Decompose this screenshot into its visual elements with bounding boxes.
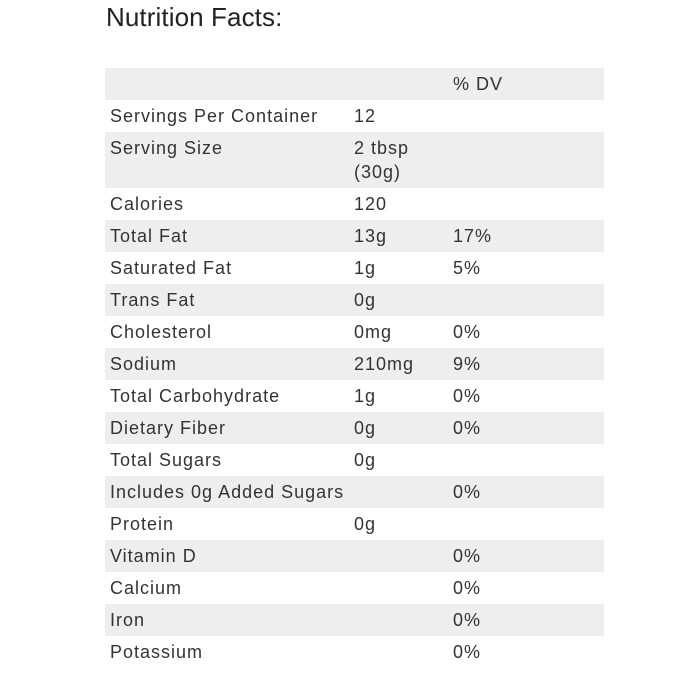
table-row: Servings Per Container 12: [105, 100, 604, 132]
amount-cell: 13g: [349, 220, 448, 252]
amount-cell: 0mg: [349, 316, 448, 348]
amount-cell: [349, 572, 448, 604]
daily-value-cell: 0%: [448, 636, 604, 668]
daily-value-cell: [448, 284, 604, 316]
table-row: Potassium 0%: [105, 636, 604, 668]
amount-cell: 12: [349, 100, 448, 132]
daily-value-cell: 0%: [448, 316, 604, 348]
daily-value-cell: 0%: [448, 380, 604, 412]
amount-cell: [349, 540, 448, 572]
nutrient-cell: Calories: [105, 188, 349, 220]
table-row: Calories 120: [105, 188, 604, 220]
nutrient-cell: Serving Size: [105, 132, 349, 188]
daily-value-cell: 9%: [448, 348, 604, 380]
table-row: Includes 0g Added Sugars 0%: [105, 476, 604, 508]
daily-value-cell: 0%: [448, 540, 604, 572]
table-body: Servings Per Container 12 Serving Size 2 tb…: [105, 100, 604, 668]
nutrient-cell: Sodium: [105, 348, 349, 380]
nutrient-cell: Cholesterol: [105, 316, 349, 348]
table-row: Iron 0%: [105, 604, 604, 636]
nutrient-cell: Potassium: [105, 636, 349, 668]
nutrition-table: % DV Servings Per Container 12 Serving Siz…: [105, 68, 604, 668]
daily-value-cell: [448, 444, 604, 476]
table-row: Total Sugars 0g: [105, 444, 604, 476]
header-daily-value: % DV: [448, 68, 604, 100]
amount-cell: 2 tbsp (30g): [349, 132, 448, 188]
daily-value-cell: [448, 100, 604, 132]
table-row: Vitamin D 0%: [105, 540, 604, 572]
nutrient-cell: Saturated Fat: [105, 252, 349, 284]
amount-cell: [349, 476, 448, 508]
daily-value-cell: 0%: [448, 572, 604, 604]
table-row: Protein 0g: [105, 508, 604, 540]
table-row: Dietary Fiber 0g 0%: [105, 412, 604, 444]
table-row: Serving Size 2 tbsp (30g): [105, 132, 604, 188]
table-row: Sodium 210mg 9%: [105, 348, 604, 380]
nutrient-cell: Calcium: [105, 572, 349, 604]
amount-cell: 0g: [349, 284, 448, 316]
table-row: Trans Fat 0g: [105, 284, 604, 316]
page-title: Nutrition Facts:: [106, 2, 283, 32]
amount-cell: 0g: [349, 412, 448, 444]
daily-value-cell: [448, 132, 604, 188]
table-row: Total Fat 13g 17%: [105, 220, 604, 252]
daily-value-cell: 17%: [448, 220, 604, 252]
nutrient-cell: Total Fat: [105, 220, 349, 252]
amount-cell: [349, 604, 448, 636]
daily-value-cell: 0%: [448, 604, 604, 636]
header-amount: [349, 68, 448, 100]
nutrient-cell: Total Sugars: [105, 444, 349, 476]
nutrient-cell: Trans Fat: [105, 284, 349, 316]
nutrient-cell: Vitamin D: [105, 540, 349, 572]
nutrient-cell: Dietary Fiber: [105, 412, 349, 444]
amount-cell: 1g: [349, 252, 448, 284]
amount-cell: 0g: [349, 508, 448, 540]
daily-value-cell: 0%: [448, 476, 604, 508]
daily-value-cell: [448, 508, 604, 540]
amount-cell: 120: [349, 188, 448, 220]
amount-cell: [349, 636, 448, 668]
table-row: Calcium 0%: [105, 572, 604, 604]
nutrient-cell: Protein: [105, 508, 349, 540]
amount-cell: 1g: [349, 380, 448, 412]
nutrient-cell: Total Carbohydrate: [105, 380, 349, 412]
nutrient-cell: Servings Per Container: [105, 100, 349, 132]
daily-value-cell: 5%: [448, 252, 604, 284]
table-row: Total Carbohydrate 1g 0%: [105, 380, 604, 412]
table-row: Cholesterol 0mg 0%: [105, 316, 604, 348]
daily-value-cell: [448, 188, 604, 220]
amount-cell: 0g: [349, 444, 448, 476]
header-nutrient: [105, 68, 349, 100]
daily-value-cell: 0%: [448, 412, 604, 444]
table-row: Saturated Fat 1g 5%: [105, 252, 604, 284]
nutrient-cell: Includes 0g Added Sugars: [105, 476, 349, 508]
amount-cell: 210mg: [349, 348, 448, 380]
nutrient-cell: Iron: [105, 604, 349, 636]
table-header-row: % DV: [105, 68, 604, 100]
